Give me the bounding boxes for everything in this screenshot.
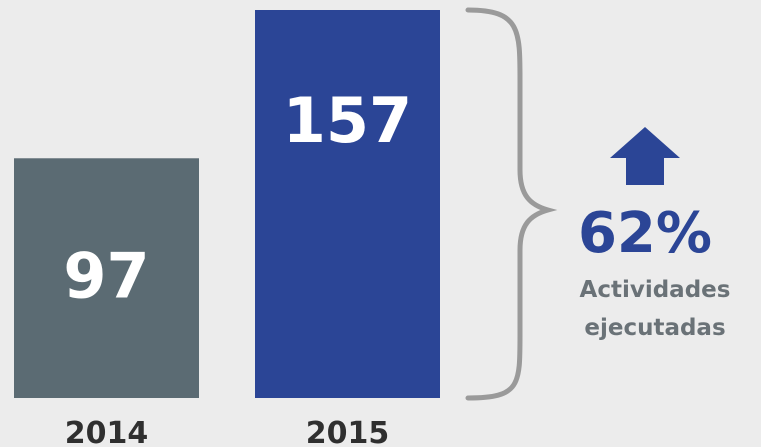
percentage-label: 62% [578,201,712,266]
bar-2015 [255,10,440,398]
up-arrow-icon [610,127,680,185]
category-label-2014: 2014 [65,416,149,447]
bar-2014 [14,158,199,398]
caption-line-1: Actividades [580,277,731,303]
bar-value-label-2015: 157 [283,84,412,157]
caption-line-2: ejecutadas [584,315,725,341]
category-label-2015: 2015 [306,416,390,447]
curly-brace [465,7,558,401]
bar-value-label-2014: 97 [63,239,149,312]
